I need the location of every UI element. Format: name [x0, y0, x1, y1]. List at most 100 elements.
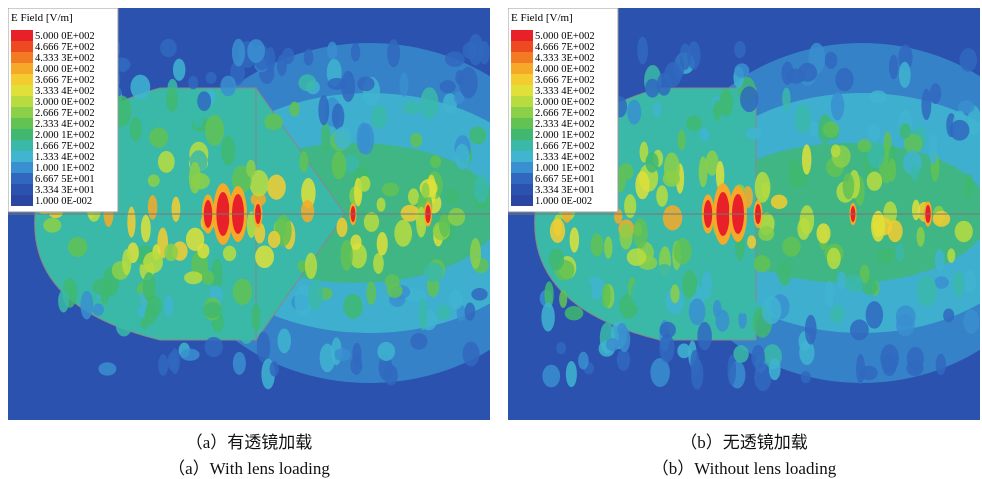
field-blob [366, 281, 377, 305]
legend-swatch [11, 140, 33, 151]
field-blob [745, 127, 762, 140]
field-blob [727, 354, 737, 386]
field-blob [677, 343, 691, 359]
legend-swatch [511, 118, 533, 129]
field-blob [781, 61, 794, 85]
field-blob [172, 58, 186, 81]
field-blob [932, 210, 951, 227]
legend-label: 2.000 1E+002 [35, 130, 95, 141]
field-blob [670, 284, 680, 304]
field-blob [356, 122, 371, 155]
field-blob [321, 121, 330, 152]
legend-label: 1.000 1E+002 [35, 163, 95, 174]
field-blob [201, 270, 215, 285]
field-blob [627, 99, 642, 125]
field-blob [888, 158, 897, 182]
field-blob [298, 74, 317, 92]
field-blob [659, 333, 675, 363]
field-blob [943, 308, 955, 323]
field-blob [835, 67, 854, 92]
legend-label: 3.333 4E+002 [35, 86, 95, 97]
field-blob [768, 357, 781, 381]
field-blob [782, 87, 791, 111]
field-blob [473, 174, 489, 204]
field-blob [376, 232, 388, 256]
caption-en: （b）Without lens loading [651, 459, 837, 478]
legend-swatch [511, 96, 533, 107]
field-blob [267, 174, 286, 200]
field-blob [947, 248, 956, 263]
field-blob [439, 80, 456, 94]
field-blob [232, 278, 253, 305]
field-blob [963, 309, 980, 334]
field-blob [645, 78, 660, 98]
field-blob [824, 280, 835, 308]
field-blob [202, 302, 222, 318]
field-blob [916, 226, 925, 247]
field-blob [336, 217, 348, 238]
field-blob [342, 154, 360, 173]
field-blob [738, 310, 747, 329]
field-blob [963, 174, 974, 199]
field-blob [664, 62, 682, 87]
field-blob [188, 161, 201, 194]
field-blob [777, 260, 792, 286]
field-blob [231, 38, 246, 67]
field-blob [857, 138, 872, 153]
legend-swatch [11, 129, 33, 140]
legend-label: 1.666 7E+002 [535, 141, 595, 152]
field-blob [204, 336, 223, 358]
legend-label: 3.666 7E+002 [35, 75, 95, 86]
field-blob [197, 91, 212, 112]
field-blob [264, 113, 283, 130]
legend-swatch [11, 195, 33, 206]
field-blob [171, 196, 181, 222]
field-blob [98, 362, 117, 376]
field-blob [701, 270, 712, 300]
legend-label: 5.000 0E+002 [35, 31, 95, 42]
legend-label: 4.666 7E+002 [35, 42, 95, 53]
field-blob [713, 99, 722, 121]
legend-label: 1.000 0E-002 [35, 196, 92, 207]
legend-swatch [511, 140, 533, 151]
field-blob [430, 155, 442, 169]
field-blob [601, 283, 611, 308]
field-blob [58, 289, 69, 313]
field-blob [659, 321, 676, 339]
field-blob [164, 243, 179, 262]
field-blob [149, 127, 169, 148]
field-blob [180, 348, 200, 361]
field-blob [548, 248, 565, 271]
field-blob [822, 121, 840, 138]
legend-swatch [511, 151, 533, 162]
field-blob [43, 217, 62, 233]
field-blob [297, 260, 307, 273]
legend-label: 3.666 7E+002 [535, 75, 595, 86]
field-blob [682, 270, 698, 299]
field-blob [688, 298, 706, 326]
field-blob [167, 352, 177, 371]
legend-label: 3.334 3E+001 [535, 185, 595, 196]
field-blob [911, 199, 921, 221]
field-blob [246, 159, 256, 178]
field-blob [276, 54, 287, 77]
field-blob [350, 234, 362, 251]
field-blob [122, 249, 132, 276]
field-blob [436, 304, 451, 320]
field-blob [166, 87, 178, 112]
field-blob [934, 249, 945, 273]
legend-label: 6.667 5E+001 [535, 174, 595, 185]
field-blob [844, 274, 862, 292]
legend-swatch [511, 184, 533, 195]
field-blob [453, 91, 465, 104]
field-blob [699, 127, 710, 142]
field-blob [691, 358, 704, 390]
field-blob [705, 150, 719, 176]
field-blob [626, 248, 647, 266]
field-blob [569, 227, 580, 253]
field-blob [564, 306, 584, 321]
field-blob [387, 39, 401, 68]
field-blob [824, 51, 838, 70]
